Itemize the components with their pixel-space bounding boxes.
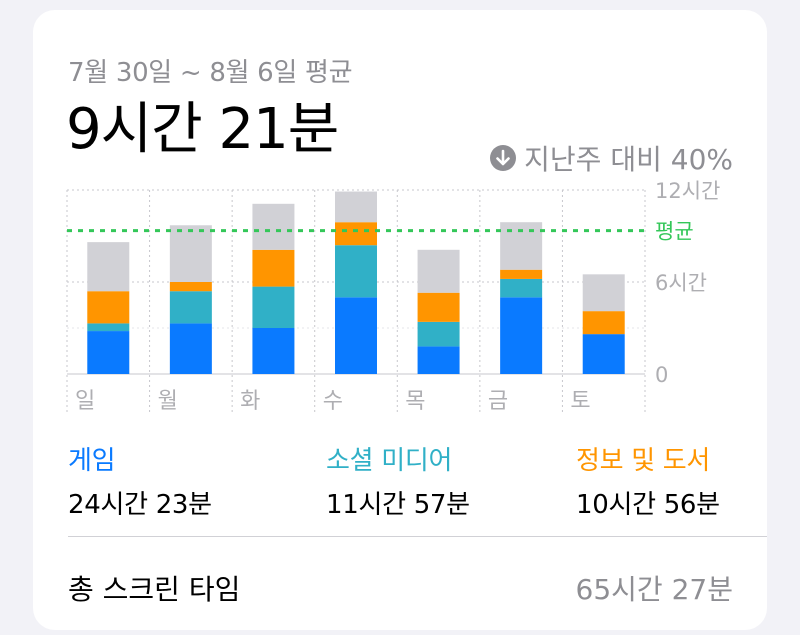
weekly-change-text: 지난주 대비 40% bbox=[524, 143, 733, 176]
legend-name-games: 게임 bbox=[68, 446, 116, 476]
arrow-down-circle-icon bbox=[490, 145, 517, 171]
bar-segment bbox=[87, 291, 130, 324]
bar-segment bbox=[252, 249, 295, 287]
bar-segment bbox=[335, 222, 377, 246]
date-range: 7월 30일 ~ 8월 6일 평균 bbox=[68, 58, 353, 88]
bar-segment bbox=[335, 297, 377, 374]
bar-segment bbox=[417, 321, 460, 347]
total-screen-time-label: 총 스크린 타임 bbox=[68, 573, 241, 606]
bar-segment bbox=[500, 278, 543, 298]
bar-segment bbox=[582, 274, 625, 312]
bar-segment bbox=[169, 282, 212, 292]
bar-segment bbox=[169, 291, 212, 324]
bar-segment bbox=[417, 292, 460, 322]
divider bbox=[68, 536, 767, 537]
bar-segment bbox=[87, 331, 130, 374]
total-screen-time-value: 65시간 27분 bbox=[575, 573, 733, 606]
screen-time-card[interactable]: 7월 30일 ~ 8월 6일 평균 9시간 21분 지난주 대비 40% 일 월 화… bbox=[33, 10, 767, 630]
legend-value-info: 10시간 56분 bbox=[576, 490, 720, 520]
weekly-change: 지난주 대비 40% bbox=[490, 138, 733, 178]
bar-segment bbox=[252, 328, 295, 374]
bar-segment bbox=[335, 245, 377, 298]
bar-segment bbox=[582, 311, 625, 335]
average-label: 평균 bbox=[655, 220, 694, 244]
bar-segment bbox=[417, 249, 460, 293]
daily-average-time: 9시간 21분 bbox=[66, 97, 339, 162]
bar-segment bbox=[500, 297, 543, 374]
y-tick-label: 6시간 bbox=[655, 271, 707, 295]
screen-time-bar-chart: 일 월 화 수 목 금 토 평균 12시간 6시간 0 bbox=[66, 179, 720, 414]
x-tick-label: 토 bbox=[570, 389, 590, 414]
bar-segment bbox=[252, 286, 295, 328]
x-tick-label: 금 bbox=[488, 389, 508, 414]
legend-name-info: 정보 및 도서 bbox=[576, 446, 711, 476]
bar-segment bbox=[87, 242, 130, 292]
bar-segment bbox=[169, 323, 212, 374]
bar-segment bbox=[582, 334, 625, 374]
legend-name-social: 소셜 미디어 bbox=[326, 446, 453, 476]
x-tick-label: 화 bbox=[240, 389, 260, 414]
x-tick-label: 수 bbox=[323, 389, 343, 414]
x-tick-label: 목 bbox=[405, 389, 425, 414]
y-tick-label: 0 bbox=[655, 363, 668, 387]
y-tick-label: 12시간 bbox=[655, 179, 720, 203]
bar-segment bbox=[417, 346, 460, 374]
bar-segment bbox=[252, 203, 295, 250]
bar-segment bbox=[500, 269, 543, 279]
x-tick-label: 월 bbox=[158, 389, 178, 414]
x-tick-label: 일 bbox=[75, 389, 95, 414]
legend-value-social: 11시간 57분 bbox=[326, 490, 470, 520]
legend-value-games: 24시간 23분 bbox=[68, 490, 212, 520]
bar-segment bbox=[169, 225, 212, 282]
bar-segment bbox=[335, 191, 377, 223]
bar-segment bbox=[87, 323, 130, 332]
